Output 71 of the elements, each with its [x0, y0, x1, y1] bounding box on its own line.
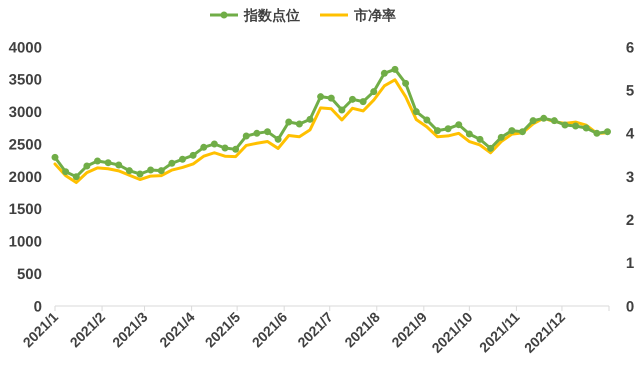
point — [115, 161, 122, 168]
y-tick-label: 500 — [16, 266, 42, 283]
point — [328, 94, 335, 102]
point — [168, 160, 176, 167]
point — [572, 122, 580, 130]
point — [178, 156, 186, 163]
y-tick-label: 3500 — [8, 72, 42, 89]
point — [487, 144, 494, 152]
point — [444, 125, 452, 132]
legend-label: 市净率 — [353, 6, 396, 23]
point — [370, 88, 378, 96]
point — [62, 168, 70, 176]
point — [498, 134, 505, 141]
y-tick-label: 4000 — [8, 39, 42, 56]
y-tick-label: 1500 — [8, 201, 42, 218]
point — [518, 128, 526, 136]
y-tick-label: 1000 — [8, 234, 42, 250]
point — [285, 118, 292, 126]
point — [561, 122, 568, 129]
point — [253, 130, 260, 137]
point — [232, 146, 240, 153]
point — [158, 167, 165, 174]
y2-tick-label: 1 — [626, 255, 634, 272]
point — [540, 114, 548, 122]
point — [391, 66, 398, 73]
point — [147, 166, 154, 174]
point — [466, 130, 473, 138]
point — [338, 106, 346, 114]
point — [423, 116, 430, 124]
y2-tick-label: 3 — [626, 168, 634, 186]
y-tick-label: 2500 — [8, 136, 42, 154]
point — [582, 124, 590, 132]
point — [306, 116, 314, 123]
point — [104, 159, 112, 166]
y2-tick-label: 2 — [626, 212, 634, 229]
point — [508, 127, 516, 134]
point — [530, 117, 537, 124]
point — [434, 127, 441, 134]
point — [190, 152, 197, 159]
legend-label: 指数点位 — [243, 6, 300, 23]
point — [242, 132, 250, 140]
point — [200, 144, 208, 151]
y-tick-label: 0 — [34, 298, 42, 316]
point — [274, 136, 282, 143]
point — [210, 140, 218, 148]
point — [126, 167, 133, 174]
point — [550, 117, 558, 124]
point — [402, 80, 410, 87]
y2-tick-label: 4 — [626, 126, 635, 143]
point — [72, 173, 80, 180]
point — [52, 154, 58, 161]
point — [83, 162, 90, 170]
y2-tick-label: 5 — [626, 82, 634, 100]
point — [348, 96, 356, 103]
point — [412, 108, 420, 116]
point — [455, 121, 462, 128]
point — [380, 70, 388, 77]
point — [604, 128, 611, 136]
point — [360, 98, 367, 106]
y-tick-label: 3000 — [8, 104, 42, 121]
point — [136, 170, 144, 178]
point — [296, 120, 303, 128]
point — [593, 130, 600, 137]
point — [264, 128, 271, 136]
point — [221, 144, 228, 152]
y2-tick-label: 0 — [626, 298, 634, 316]
point — [476, 136, 484, 143]
point — [317, 93, 324, 100]
y2-tick-label: 6 — [626, 39, 634, 56]
y-tick-label: 2000 — [8, 168, 42, 186]
point — [94, 158, 101, 165]
